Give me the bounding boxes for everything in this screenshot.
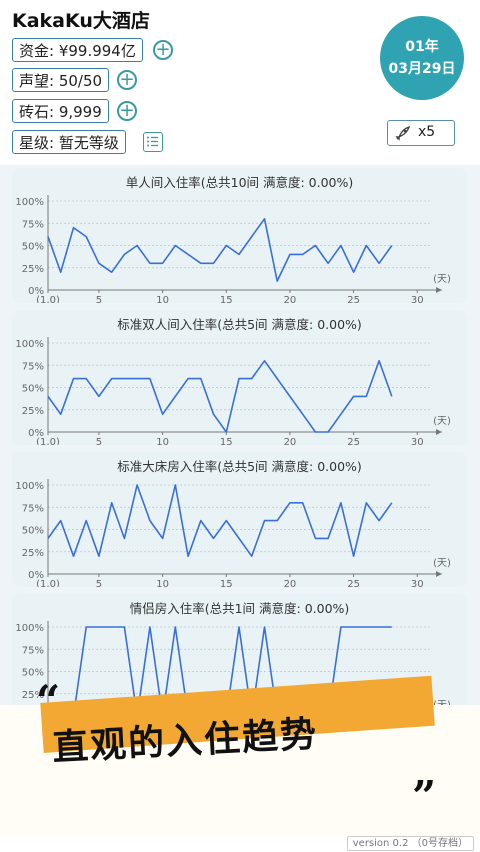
y-tick-label: 75% bbox=[22, 361, 44, 372]
chart-title: 标准双人间入住率(总共5间 满意度: 0.00%) bbox=[117, 317, 362, 332]
x-tick-label: 30 bbox=[411, 579, 424, 587]
hotel-name: KakaKu大酒店 bbox=[12, 10, 150, 32]
x-tick-label: 10 bbox=[156, 437, 169, 445]
x-axis-arrow bbox=[436, 571, 442, 577]
chart-panel-king: 标准大床房入住率(总共5间 满意度: 0.00%) 0% 25% 50% 75% 100… bbox=[12, 452, 467, 587]
y-tick-label: 100% bbox=[15, 623, 44, 634]
speed-multiplier: x5 bbox=[418, 124, 436, 140]
y-tick-label: 25% bbox=[22, 548, 44, 559]
add-diamonds-icon[interactable]: + bbox=[117, 101, 137, 121]
x-tick-label: 20 bbox=[284, 579, 297, 587]
x-tick-label: 30 bbox=[411, 295, 424, 303]
x-tick-label: 5 bbox=[96, 437, 102, 445]
chart-title: 情侣房入住率(总共1间 满意度: 0.00%) bbox=[129, 601, 350, 616]
date-year: 01年 bbox=[405, 39, 439, 55]
x-tick-label: 25 bbox=[347, 437, 360, 445]
date-day: 03月29日 bbox=[388, 61, 456, 77]
y-tick-label: 50% bbox=[22, 384, 44, 395]
list-icon[interactable] bbox=[143, 132, 163, 152]
chart-panel-single: 单人间入住率(总共10间 满意度: 0.00%) 0% 25% 50% 75% 100%… bbox=[12, 168, 467, 303]
x-tick-label: 15 bbox=[220, 579, 233, 587]
y-tick-label: 50% bbox=[22, 242, 44, 253]
x-tick-label: 20 bbox=[284, 437, 297, 445]
double-room-chart: 0% 25% 50% 75% 100% (1,0) 5 10 15 20 25 30 (天) bbox=[15, 337, 451, 445]
x-tick-label: 15 bbox=[220, 295, 233, 303]
x-tick-label: 10 bbox=[156, 295, 169, 303]
x-axis-label: (天) bbox=[433, 274, 451, 285]
y-tick-label: 0% bbox=[28, 286, 44, 297]
quote-open: “ bbox=[36, 676, 61, 725]
x-tick-label: 25 bbox=[347, 579, 360, 587]
series-line bbox=[47, 217, 393, 282]
chart-panel-double: 标准双人间入住率(总共5间 满意度: 0.00%) 0% 25% 50% 75% 100… bbox=[12, 310, 467, 445]
version-label: version 0.2 （0号存档） bbox=[346, 836, 474, 851]
x-axis-label: (天) bbox=[433, 558, 451, 569]
y-tick-label: 50% bbox=[22, 526, 44, 537]
y-tick-label: 75% bbox=[22, 645, 44, 656]
y-tick-label: 75% bbox=[22, 503, 44, 514]
star-level-field: 星级: 暂无等级 bbox=[12, 130, 126, 154]
chart-title: 单人间入住率(总共10间 满意度: 0.00%) bbox=[125, 175, 354, 190]
y-tick-label: 0% bbox=[28, 570, 44, 581]
reputation-field: 声望: 50/50 bbox=[12, 68, 110, 92]
x-tick-label: (1,0) bbox=[36, 579, 60, 587]
x-tick-label: (1,0) bbox=[36, 437, 60, 445]
funds-field: 资金: ¥99.994亿 bbox=[12, 38, 143, 62]
y-tick-label: 25% bbox=[22, 406, 44, 417]
y-tick-label: 75% bbox=[22, 219, 44, 230]
x-tick-label: 10 bbox=[156, 579, 169, 587]
y-tick-label: 100% bbox=[15, 481, 44, 492]
y-tick-label: 100% bbox=[15, 339, 44, 350]
y-tick-label: 25% bbox=[22, 690, 44, 701]
diamonds-field: 砖石: 9,999 bbox=[12, 99, 109, 123]
y-tick-label: 50% bbox=[22, 668, 44, 679]
chart-title: 标准大床房入住率(总共5间 满意度: 0.00%) bbox=[117, 459, 362, 474]
x-tick-label: (1,0) bbox=[36, 295, 60, 303]
y-tick-label: 25% bbox=[22, 264, 44, 275]
series-line bbox=[47, 359, 393, 433]
y-tick-label: 0% bbox=[28, 428, 44, 439]
quote-close: ” bbox=[412, 772, 437, 821]
add-funds-icon[interactable]: + bbox=[153, 40, 173, 60]
x-tick-label: 20 bbox=[284, 295, 297, 303]
king-room-chart: 0% 25% 50% 75% 100% (1,0) 5 10 15 20 25 30 (天) bbox=[15, 479, 451, 587]
x-tick-label: 5 bbox=[96, 295, 102, 303]
x-tick-label: 30 bbox=[411, 437, 424, 445]
x-tick-label: 15 bbox=[220, 437, 233, 445]
list-icon-glyph bbox=[147, 136, 158, 147]
x-axis-arrow bbox=[436, 429, 442, 435]
series-line bbox=[47, 484, 393, 557]
x-axis-label: (天) bbox=[433, 416, 451, 427]
x-tick-label: 25 bbox=[347, 295, 360, 303]
x-tick-label: 5 bbox=[96, 579, 102, 587]
x-axis-arrow bbox=[436, 287, 442, 293]
date-badge: 01年 03月29日 bbox=[380, 16, 464, 100]
speed-boost-button[interactable]: x5 bbox=[387, 120, 455, 146]
single-room-chart: 0% 25% 50% 75% 100% (1,0) 5 10 15 20 25 30 (天) bbox=[15, 195, 451, 303]
add-reputation-icon[interactable]: + bbox=[117, 70, 137, 90]
y-tick-label: 100% bbox=[15, 197, 44, 208]
rocket-icon bbox=[395, 125, 411, 141]
